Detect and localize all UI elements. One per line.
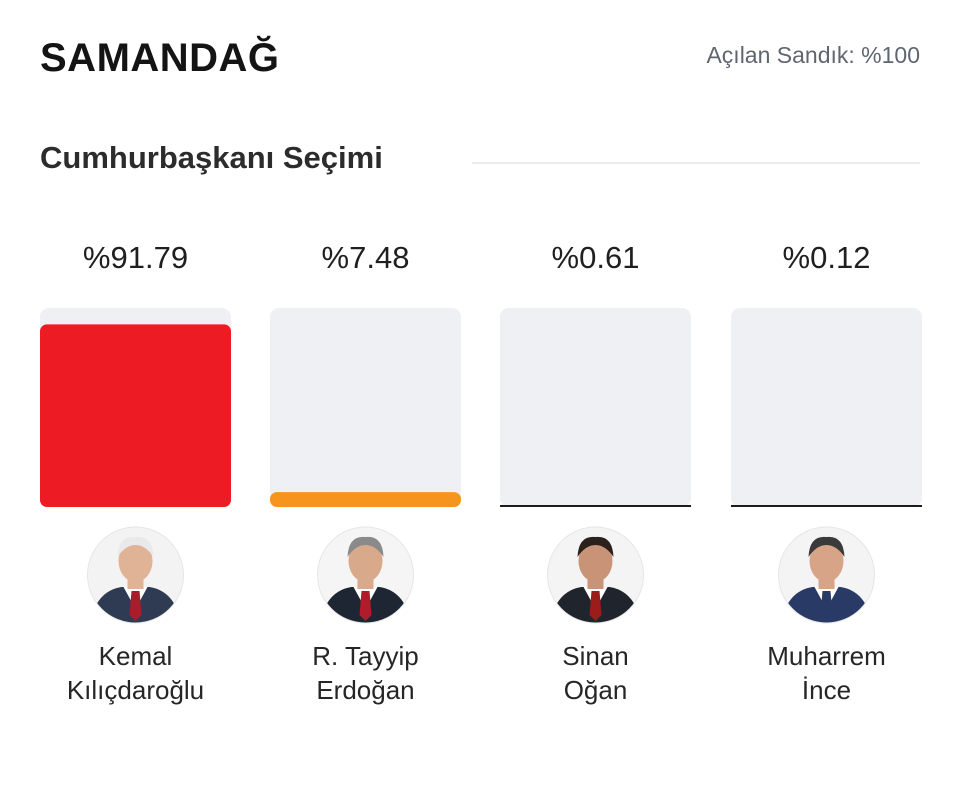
header: SAMANDAĞ Açılan Sandık: %100	[40, 30, 920, 90]
candidate-name-line: Kılıçdaroğlu	[67, 675, 204, 705]
candidate-column: %0.12 Muharrem İnce	[731, 240, 922, 705]
percentage-label: %91.79	[83, 240, 188, 275]
bar	[731, 505, 922, 507]
bar	[270, 492, 461, 507]
candidate-column: %7.48 R. Tayyip Erdoğan	[270, 240, 461, 705]
section-header: Cumhurbaşkanı Seçimi	[40, 138, 920, 182]
section-title: Cumhurbaşkanı Seçimi	[40, 140, 401, 176]
candidate-name-line: Kemal	[99, 641, 173, 671]
candidate-name-line: Erdoğan	[316, 675, 414, 705]
section-divider	[472, 162, 920, 164]
bar	[500, 505, 691, 507]
avatar-border	[547, 526, 644, 624]
candidate-column: %0.61 Sinan Oğan	[500, 240, 691, 705]
percentage-label: %7.48	[322, 240, 410, 275]
avatar-border	[778, 526, 875, 624]
city-title: SAMANDAĞ	[40, 36, 280, 80]
percentage-label: %0.12	[783, 240, 871, 275]
candidate-avatar	[547, 527, 644, 623]
avatar-border	[317, 526, 414, 624]
bar-track	[731, 308, 922, 507]
avatar-border	[87, 526, 184, 624]
opened-ballot-boxes-label: Açılan Sandık: %100	[706, 42, 920, 68]
candidate-avatar	[317, 527, 414, 623]
bar-track	[500, 308, 691, 507]
candidate-avatar	[778, 527, 875, 623]
candidate-name-line: Muharrem	[767, 641, 885, 671]
candidate-name-line: R. Tayyip	[312, 641, 418, 671]
percentage-label: %0.61	[552, 240, 640, 275]
candidate-name-line: Sinan	[562, 641, 629, 671]
bar-track	[270, 308, 461, 507]
candidate-column: %91.79 Kemal Kılıçdaroğlu	[40, 240, 231, 705]
bar	[40, 324, 231, 507]
candidate-name-line: Oğan	[564, 675, 628, 705]
candidate-avatar	[87, 527, 184, 623]
candidate-name-line: İnce	[802, 675, 851, 705]
